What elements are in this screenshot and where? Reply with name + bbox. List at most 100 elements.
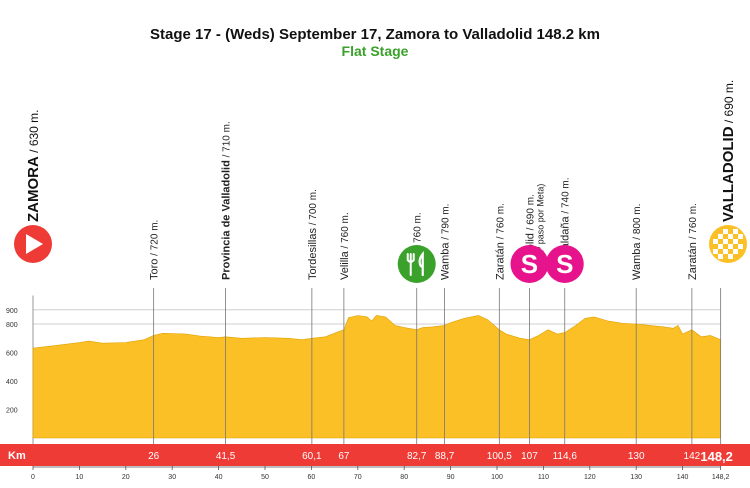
x-tick-label: 110	[538, 474, 549, 481]
waypoint-km-label: 130	[628, 451, 645, 462]
play-triangle-icon	[26, 234, 43, 254]
waypoint-altitude: / 790 m.	[441, 204, 452, 243]
y-tick-label: 800	[6, 322, 18, 329]
waypoint-altitude: / 740 m.	[561, 177, 572, 216]
waypoint-km-label: 82,7	[407, 451, 427, 462]
checker-square	[723, 239, 728, 244]
x-tick-label: 10	[76, 474, 84, 481]
checker-square	[728, 244, 733, 249]
y-tick-label: 600	[6, 351, 18, 358]
start-label: ZAMORA / 630 m.	[25, 109, 42, 222]
waypoint-km-label: 26	[148, 451, 160, 462]
waypoint-label: Wamba / 790 m.	[440, 204, 452, 280]
waypoint-label: Zaratán / 760 m.	[494, 203, 506, 280]
checker-square	[718, 244, 723, 249]
km-band-label: Km	[8, 450, 26, 462]
waypoint-altitude: / 710 m.	[222, 121, 233, 160]
checker-square	[733, 229, 738, 234]
chart-title: Stage 17 - (Weds) September 17, Zamora t…	[150, 26, 600, 43]
x-tick-label: 100	[491, 474, 503, 481]
x-tick-label: 40	[215, 474, 223, 481]
checker-square	[718, 234, 723, 239]
x-tick-label: 30	[168, 474, 176, 481]
finish-label-name: VALLADOLID	[720, 126, 737, 222]
x-tick-label: 20	[122, 474, 130, 481]
sprint-icon	[545, 245, 584, 283]
waypoint-km-label: 60,1	[302, 451, 322, 462]
y-tick-label: 900	[6, 308, 18, 315]
checker-square	[733, 249, 738, 254]
fork-icon	[406, 253, 415, 276]
waypoint-label: Velilla / 760 m.	[339, 212, 351, 280]
checker-square	[723, 249, 728, 254]
waypoint-km-label: 142	[684, 451, 701, 462]
waypoint-km-label: 107	[521, 451, 538, 462]
waypoint-km-label: 67	[338, 451, 350, 462]
waypoint-km-label: 100,5	[487, 451, 512, 462]
checker-square	[738, 234, 743, 239]
x-tick-label: 80	[400, 474, 408, 481]
waypoint-name: Wamba	[440, 242, 452, 280]
checker-square	[713, 249, 718, 254]
waypoint-altitude: / 800 m.	[632, 204, 643, 243]
finish-km-label: 148,2	[700, 449, 733, 464]
profile-area	[32, 315, 721, 439]
waypoint-name: Velilla	[339, 250, 351, 280]
checker-square	[713, 239, 718, 244]
checker-square	[728, 234, 733, 239]
waypoint-km-label: 88,7	[435, 451, 455, 462]
waypoint-label: Tordesillas / 700 m.	[307, 189, 319, 280]
waypoint-altitude: / 700 m.	[308, 189, 319, 228]
waypoint-name: Wamba	[631, 242, 643, 280]
waypoint-km-label: 41,5	[216, 451, 236, 462]
sprint-icon	[510, 245, 549, 283]
waypoint-labels: Toro / 720 m. Provincia de Valladolid / 7…	[25, 80, 737, 280]
checker-square	[738, 244, 743, 249]
y-tick-label: 400	[6, 379, 18, 386]
waypoint-name: Zaratán	[687, 242, 699, 280]
km-band: Km 26 41,5 60,1 67 82,7 88,7 100,5 107 114,6 130 14…	[0, 444, 750, 466]
waypoint-altitude: / 720 m.	[150, 220, 161, 259]
waypoint-name: Toro	[149, 259, 161, 280]
waypoint-name: Tordesillas	[307, 228, 319, 280]
waypoint-label: Zaratán / 760 m.	[687, 203, 699, 280]
x-tick-label: 120	[584, 474, 596, 481]
elevation-area	[32, 315, 721, 439]
start-label-altitude: / 630 m.	[27, 109, 41, 156]
waypoint-altitude: / 760 m.	[413, 212, 424, 251]
y-tick-label: 200	[6, 408, 18, 415]
x-tick-label: 0	[31, 474, 35, 481]
waypoint-sublabel: (1º paso por Meta)	[535, 184, 545, 258]
waypoint-altitude: / 690 m.	[525, 194, 536, 233]
sprint-icon-letter: S	[556, 249, 573, 279]
finish-label: VALLADOLID / 690 m.	[720, 80, 737, 222]
chart-subtitle: Flat Stage	[341, 43, 409, 59]
finish-label-altitude: / 690 m.	[722, 80, 736, 127]
waypoint-altitude: / 760 m.	[340, 212, 351, 251]
checker-square	[733, 239, 738, 244]
waypoint-label: Wamba / 800 m.	[631, 204, 643, 280]
sprint-icon-letter: S	[521, 249, 538, 279]
waypoint-km-label: 114,6	[553, 451, 578, 462]
waypoint-label: Provincia de Valladolid / 710 m.	[221, 121, 233, 280]
km-band-bar	[0, 444, 750, 466]
waypoint-altitude: / 760 m.	[688, 203, 699, 242]
waypoint-name: Provincia de Valladolid	[221, 160, 233, 280]
feed-zone-icon	[397, 245, 436, 283]
x-tick-label: 148,2	[712, 474, 730, 481]
checker-square	[728, 254, 733, 259]
waypoint-label: Toro / 720 m.	[149, 220, 161, 280]
x-tick-label: 130	[630, 474, 642, 481]
checker-square	[718, 254, 723, 259]
knife-icon	[418, 250, 424, 277]
x-axis: 0 10 20 30 40 50 60 70 80 90 100 110 120 130 140 148,2	[31, 466, 730, 481]
x-tick-label: 90	[447, 474, 455, 481]
waypoint-altitude: / 760 m.	[495, 203, 506, 242]
x-tick-label: 50	[261, 474, 269, 481]
waypoint-lines	[153, 288, 722, 444]
x-tick-label: 60	[308, 474, 316, 481]
start-label-name: ZAMORA	[25, 156, 42, 222]
checker-square	[723, 229, 728, 234]
